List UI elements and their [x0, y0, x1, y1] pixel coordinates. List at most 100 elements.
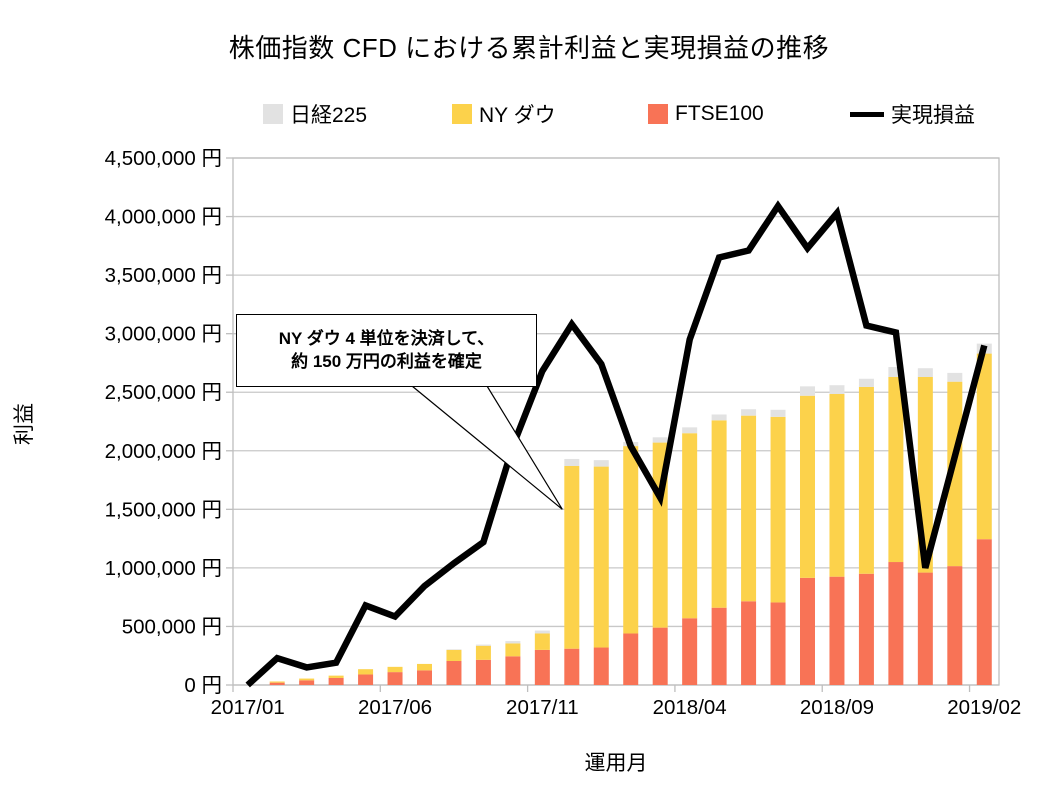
bar-segment-nydow	[947, 381, 963, 567]
y-tick-label: 500,000 円	[122, 615, 222, 638]
bar-segment-nydow	[829, 393, 845, 577]
bar-segment-nydow	[888, 376, 904, 563]
x-tick-label: 2017/11	[506, 696, 579, 719]
bar-segment-nydow	[741, 415, 757, 602]
x-tick-label: 2018/09	[800, 696, 874, 719]
y-tick-label: 2,500,000 円	[105, 381, 222, 404]
bar-segment-ftse100	[741, 601, 757, 685]
bar-segment-ftse100	[947, 566, 963, 685]
bar-segment-nydow	[770, 416, 786, 603]
bar-segment-nikkei225	[770, 409, 786, 417]
x-tick-label: 2017/01	[211, 696, 285, 719]
bar-segment-ftse100	[269, 682, 285, 685]
bar-segment-nydow	[593, 466, 609, 648]
bar-segment-ftse100	[593, 647, 609, 685]
legend-item-ftse100: FTSE100	[648, 101, 764, 127]
y-tick-label: 4,500,000 円	[105, 147, 222, 170]
bar-segment-ftse100	[770, 602, 786, 685]
bar-segment-nikkei225	[800, 386, 815, 396]
bar-segment-ftse100	[888, 562, 904, 685]
bar-segment-ftse100	[564, 648, 580, 685]
bar-segment-ftse100	[652, 627, 668, 685]
x-axis-title: 運用月	[584, 752, 648, 775]
bar-segment-ftse100	[387, 672, 403, 685]
bar-segment-nydow	[446, 649, 462, 661]
legend-label-nikkei225: 日経225	[290, 104, 368, 127]
y-tick-label: 4,000,000 円	[105, 206, 222, 229]
bar-segment-nydow	[534, 633, 550, 650]
legend-item-nydow: NY ダウ	[452, 101, 556, 127]
annotation-line-1: NY ダウ 4 単位を決済して、	[278, 328, 495, 348]
bar-segment-nydow	[711, 420, 727, 608]
bar-segment-nikkei225	[829, 385, 845, 394]
bar-segment-ftse100	[623, 633, 639, 685]
bar-segment-ftse100	[534, 649, 550, 685]
bar-segment-ftse100	[682, 618, 698, 685]
bar-segment-ftse100	[829, 576, 845, 685]
bar-segment-nikkei225	[534, 630, 550, 634]
legend-label-ftse100: FTSE100	[675, 102, 764, 125]
legend-label-nydow: NY ダウ	[479, 104, 556, 127]
bar-segment-ftse100	[299, 680, 315, 685]
plot-border	[232, 157, 1000, 686]
chart-title: 株価指数 CFD における累計利益と実現損益の推移	[228, 33, 830, 63]
bar-segment-nydow	[858, 386, 874, 574]
bar-segment-nikkei225	[858, 378, 874, 387]
bar-segment-ftse100	[505, 656, 521, 685]
bar-segment-nikkei225	[947, 372, 963, 382]
bar-segment-nikkei225	[593, 460, 609, 467]
x-tick-label: 2018/04	[653, 696, 727, 719]
bar-segment-ftse100	[917, 572, 933, 685]
bar-segment-ftse100	[711, 607, 727, 685]
bar-segment-ftse100	[446, 660, 462, 685]
legend-swatch-nikkei225-icon	[263, 104, 283, 124]
bar-segment-nydow	[505, 643, 521, 657]
bar-segment-nikkei225	[741, 409, 757, 416]
y-tick-label: 0 円	[184, 674, 222, 697]
legend-item-nikkei225: 日経225	[263, 101, 367, 127]
annotation-callout: NY ダウ 4 単位を決済して、 約 150 万円の利益を確定	[236, 314, 537, 387]
bar-segment-ftse100	[475, 659, 491, 685]
bar-segment-nikkei225	[711, 414, 727, 421]
bar-segment-nikkei225	[505, 641, 521, 644]
y-tick-label: 3,500,000 円	[105, 264, 222, 287]
y-axis-title: 利益	[13, 403, 36, 445]
legend-line-sample-icon	[850, 111, 884, 117]
x-tick-label: 2019/02	[947, 696, 1021, 719]
bar-segment-nydow	[976, 353, 992, 540]
bar-segment-ftse100	[800, 577, 815, 685]
legend-swatch-ftse100-icon	[648, 104, 668, 124]
bar-segment-nydow	[623, 446, 639, 634]
bar-segment-nydow	[682, 433, 698, 619]
bar-segment-nikkei225	[564, 458, 580, 467]
bar-segment-nikkei225	[917, 368, 933, 377]
bar-segment-nydow	[475, 645, 491, 660]
y-tick-label: 3,000,000 円	[105, 323, 222, 346]
bar-segment-ftse100	[858, 573, 874, 685]
legend-swatch-nydow-icon	[452, 104, 472, 124]
bar-segment-nikkei225	[888, 367, 904, 377]
bar-segment-nikkei225	[682, 427, 698, 434]
y-tick-label: 2,000,000 円	[105, 440, 222, 463]
bar-segment-nydow	[358, 669, 374, 675]
bar-segment-ftse100	[358, 674, 374, 685]
bar-segment-nydow	[387, 666, 403, 673]
bar-segment-nydow	[328, 675, 344, 678]
annotation-line-2: 約 150 万円の利益を確定	[291, 351, 482, 371]
bar-segment-nydow	[800, 395, 815, 578]
bar-segment-nikkei225	[475, 644, 491, 646]
y-tick-label: 1,000,000 円	[105, 557, 222, 580]
y-tick-label: 1,500,000 円	[105, 498, 222, 521]
bar-segment-ftse100	[328, 677, 344, 685]
bar-segment-nydow	[564, 466, 580, 649]
bar-segment-nikkei225	[652, 437, 668, 443]
bar-segment-nydow	[269, 681, 285, 683]
legend-label-realized-pnl: 実現損益	[891, 104, 975, 127]
bar-segment-ftse100	[976, 539, 992, 685]
bar-segment-ftse100	[417, 670, 432, 685]
legend-item-realized-pnl: 実現損益	[850, 101, 975, 127]
realized-pnl-line	[245, 200, 988, 688]
bar-segment-nikkei225	[446, 649, 462, 650]
